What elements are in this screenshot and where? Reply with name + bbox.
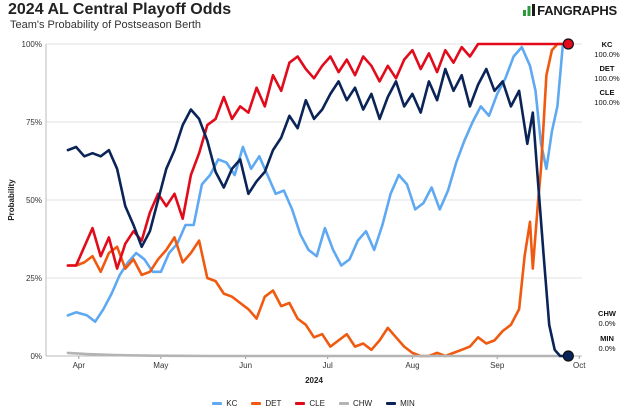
series-lines [66,42,570,358]
y-tick-label: 100% [22,40,42,49]
x-tick-label: Sep [490,361,505,370]
legend-swatch [338,402,349,406]
x-tick-label: May [153,361,168,370]
end-label-team: CHW [598,309,617,318]
x-tick-label: Aug [405,361,419,370]
legend-label: CHW [352,399,373,408]
series-line-kc [66,42,570,323]
series-line-chw [66,351,570,358]
legend-label: CLE [309,399,325,408]
chart-subtitle: Team's Probability of Postseason Berth [10,19,202,31]
fangraphs-logo-icon [523,4,536,16]
grid-lines [46,43,582,357]
end-label-value: 100.0% [594,74,620,83]
legend-label: KC [226,399,238,408]
x-tick-label: Oct [573,361,586,370]
chart-legend: KC DET CLE CHW MIN [0,399,627,408]
end-marker-min [562,350,574,362]
legend-item-cle[interactable]: CLE [295,399,325,408]
legend-item-chw[interactable]: CHW [338,399,373,408]
legend-item-min[interactable]: MIN [386,399,415,408]
end-label-team: CLE [600,88,615,97]
y-tick-label: 75% [26,118,42,127]
end-label-team: MIN [600,334,614,343]
series-line-min [66,67,570,358]
x-tick-label: Jun [239,361,252,370]
fangraphs-logo-text: FANGRAPHS [537,3,617,18]
end-marker-cle [562,38,574,50]
legend-swatch [386,402,397,406]
end-label-team: KC [602,40,613,49]
legend-label: MIN [400,399,415,408]
fangraphs-logo[interactable]: FANGRAPHS [523,3,617,18]
legend-label: DET [265,399,282,408]
legend-swatch [295,402,306,406]
end-label-value: 0.0% [598,344,615,353]
x-axis-title: 2024 [305,376,323,385]
y-tick-label: 25% [26,274,42,283]
series-line-cle [66,42,570,270]
y-tick-label: 0% [30,352,42,361]
legend-swatch [251,402,262,406]
series-line-det [66,42,570,358]
end-label-value: 100.0% [594,50,620,59]
end-label-value: 0.0% [598,319,615,328]
legend-item-kc[interactable]: KC [212,399,237,408]
end-label-team: DET [600,64,615,73]
y-axis-title: Probability [7,179,16,221]
legend-item-det[interactable]: DET [251,399,281,408]
y-tick-label: 50% [26,196,42,205]
legend-swatch [212,402,223,406]
x-tick-label: Apr [73,361,86,370]
end-label-value: 100.0% [594,98,620,107]
x-tick-label: Jul [323,361,333,370]
chart-title: 2024 AL Central Playoff Odds [8,1,232,18]
